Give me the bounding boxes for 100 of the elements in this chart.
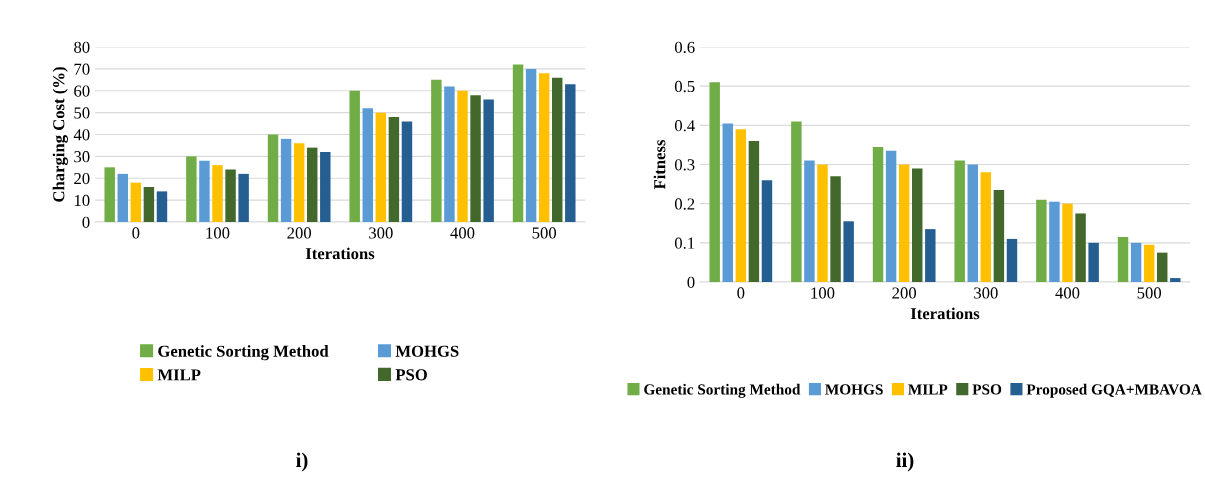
bar (457, 90, 468, 222)
bar (993, 189, 1005, 282)
bar (280, 138, 292, 222)
x-axis-title: Iterations (910, 307, 980, 320)
bar (1170, 278, 1181, 282)
bar (117, 173, 128, 222)
bar (954, 160, 965, 282)
y-tick-label: 0.1 (674, 237, 695, 249)
bar (199, 160, 210, 222)
y-axis-title: Charging Cost (%) (52, 67, 68, 202)
y-tick-label: 0.2 (674, 198, 695, 210)
bar (1088, 242, 1099, 282)
y-axis-title: Fitness (653, 139, 666, 190)
bar (1075, 213, 1086, 282)
bar (898, 164, 910, 282)
y-tick-label: 30 (74, 151, 90, 163)
y-tick-label: 0 (82, 216, 90, 228)
bar (130, 182, 142, 222)
bar (885, 150, 897, 282)
bar (1143, 244, 1155, 282)
bar (1117, 236, 1129, 282)
bar (512, 64, 524, 222)
bar (843, 221, 854, 282)
x-axis-title: Iterations (305, 247, 375, 260)
bar (375, 112, 387, 222)
bar (238, 173, 249, 222)
x-tick-label: 200 (287, 227, 312, 239)
legend-label: Proposed GQA+MBAVOA (1026, 383, 1202, 398)
y-tick-label: 40 (73, 129, 90, 141)
bar (925, 229, 936, 282)
x-tick-label: 0 (132, 227, 140, 239)
y-tick-label: 0.3 (674, 159, 695, 171)
y-tick-label: 0.5 (674, 80, 695, 93)
bar (444, 86, 455, 222)
bar (817, 164, 828, 282)
legend-label: PSO (395, 369, 427, 381)
bar (552, 77, 563, 222)
text: ii) (896, 452, 914, 472)
bar (761, 180, 773, 282)
bar (431, 79, 442, 222)
bar (212, 165, 223, 222)
bar (1157, 252, 1168, 282)
bar (267, 134, 279, 222)
y-tick-label: 50 (74, 107, 90, 119)
text: i) (296, 452, 308, 472)
legend-label: MILP (908, 384, 948, 395)
legend-label: MILP (157, 369, 201, 381)
y-tick-label: 60 (74, 85, 90, 97)
bar (186, 156, 197, 222)
bar (225, 169, 236, 222)
bar (791, 121, 802, 282)
bar (804, 160, 815, 282)
bar (401, 121, 413, 222)
bar (143, 187, 155, 222)
bar (1062, 203, 1073, 282)
x-tick-label: 300 (369, 227, 393, 239)
x-tick-label: 0 (737, 287, 745, 299)
x-tick-label: 200 (892, 287, 917, 299)
bar (1049, 201, 1060, 282)
x-tick-label: 400 (1055, 287, 1080, 299)
y-tick-label: 20 (74, 172, 90, 185)
bar (293, 143, 305, 222)
bar (872, 146, 884, 282)
bar (980, 172, 992, 282)
x-tick-label: 100 (206, 227, 230, 239)
legend-label: Genetic Sorting Method (644, 383, 801, 398)
bar (735, 129, 747, 282)
x-tick-label: 500 (532, 227, 557, 239)
bar (912, 168, 923, 282)
bar (538, 73, 550, 222)
y-tick-label: 10 (74, 194, 90, 207)
bar (307, 147, 318, 222)
legend-label: MOHGS (395, 345, 459, 357)
y-tick-label: 0.6 (674, 41, 695, 54)
bar (483, 99, 494, 222)
bar (320, 152, 331, 222)
y-tick-label: 0.4 (674, 120, 695, 132)
bar (349, 90, 360, 222)
legend-label: MOHGS (825, 384, 883, 395)
bar (362, 108, 373, 222)
x-tick-label: 300 (974, 287, 998, 299)
bar (388, 117, 400, 222)
y-tick-label: 70 (74, 63, 90, 75)
x-tick-label: 100 (811, 287, 835, 299)
legend-label: Genetic Sorting Method (158, 345, 329, 361)
bar (470, 95, 481, 222)
y-tick-label: 0 (687, 276, 695, 288)
legend-label: PSO (972, 384, 1002, 395)
bar (104, 167, 115, 222)
x-tick-label: 500 (1137, 287, 1162, 299)
bar (830, 176, 841, 282)
bar (1006, 238, 1018, 282)
bar (1036, 199, 1047, 282)
bar (967, 164, 978, 282)
bar (709, 82, 720, 282)
bar (1130, 242, 1142, 282)
x-tick-label: 400 (450, 227, 475, 239)
bar (156, 191, 168, 222)
bar (525, 68, 537, 222)
bar (722, 123, 733, 282)
